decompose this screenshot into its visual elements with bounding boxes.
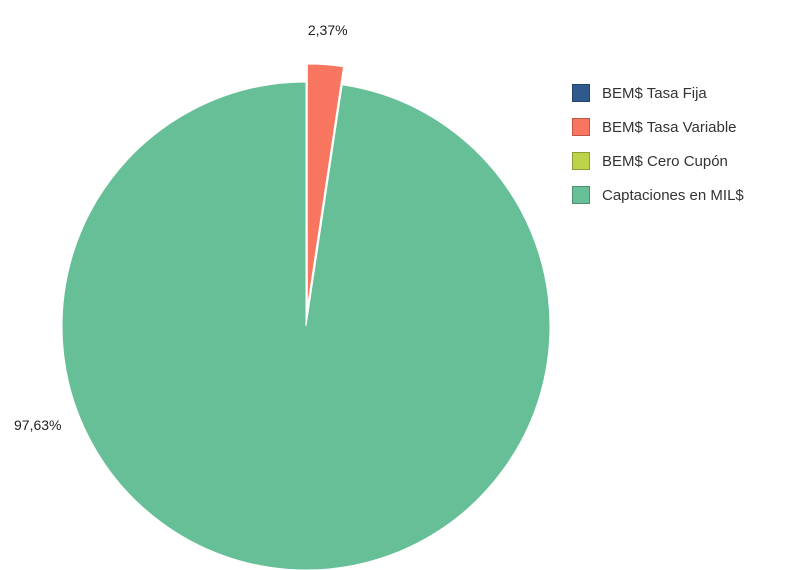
- legend-item-tasa-fija[interactable]: BEM$ Tasa Fija: [572, 76, 744, 110]
- pie-slice-bem-tasa-variable[interactable]: [306, 63, 345, 309]
- slice-value-label: 2,37%: [308, 22, 348, 38]
- legend-swatch: [572, 118, 590, 136]
- pie-slices: [61, 63, 551, 570]
- pie-labels: 2,37% 97,63%: [14, 22, 348, 433]
- pie-slice-captaciones-en-mil[interactable]: [61, 81, 551, 570]
- legend-item-captaciones[interactable]: Captaciones en MIL$: [572, 178, 744, 212]
- legend-label: Captaciones en MIL$: [602, 186, 744, 204]
- legend-label: BEM$ Cero Cupón: [602, 152, 728, 170]
- legend-label: BEM$ Tasa Variable: [602, 118, 737, 136]
- legend-swatch: [572, 186, 590, 204]
- legend-swatch: [572, 152, 590, 170]
- legend-label: BEM$ Tasa Fija: [602, 84, 707, 102]
- slice-value-label: 97,63%: [14, 417, 61, 433]
- legend-swatch: [572, 84, 590, 102]
- pie-chart: 2,37% 97,63%: [14, 22, 551, 570]
- legend-item-tasa-variable[interactable]: BEM$ Tasa Variable: [572, 110, 744, 144]
- legend-item-cero-cupon[interactable]: BEM$ Cero Cupón: [572, 144, 744, 178]
- legend: BEM$ Tasa Fija BEM$ Tasa Variable BEM$ C…: [572, 76, 744, 212]
